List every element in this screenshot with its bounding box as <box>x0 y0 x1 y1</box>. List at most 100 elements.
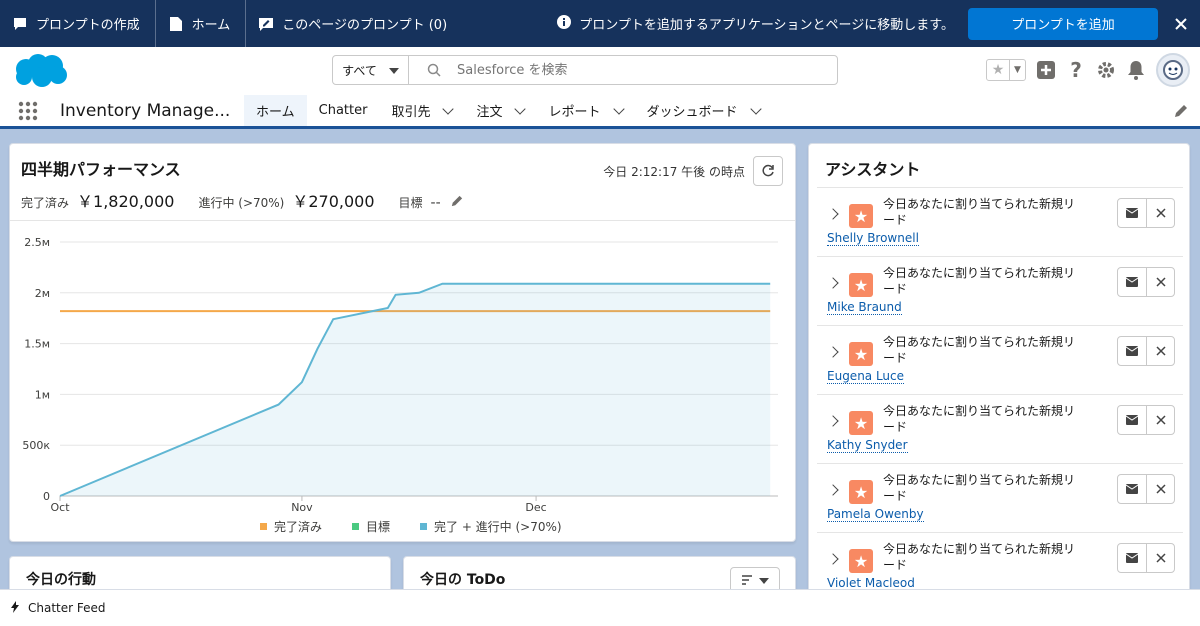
lead-item: ★ 今日あなたに割り当てられた新規リード Kathy Snyder <box>817 394 1183 462</box>
goal-value: -- <box>430 195 441 211</box>
y-tick-label: 1.5м <box>24 338 50 351</box>
lead-actions <box>1117 267 1175 297</box>
lead-description: 今日あなたに割り当てられた新規リード <box>883 542 1076 572</box>
email-icon[interactable] <box>1118 337 1146 365</box>
legend-label: 完了 + 進行中 (>70%) <box>434 519 562 534</box>
tab-orders[interactable]: 注文 <box>464 95 536 126</box>
help-icon[interactable]: ? <box>1070 58 1082 82</box>
email-icon[interactable] <box>1118 475 1146 503</box>
assistant-card: アシスタント ★ 今日あなたに割り当てられた新規リード Shelly Brownel… <box>808 143 1190 613</box>
performance-chart: 0 500к 1м 1.5м 2м 2.5м Oct Nov Dec 完了済み 目標 完了 + 進行中… <box>22 236 778 534</box>
tab-home[interactable]: ホーム <box>244 95 307 129</box>
star-icon[interactable]: ★ <box>991 62 1005 78</box>
edit-goal-pencil-icon[interactable] <box>451 195 463 210</box>
performance-stats: 完了済み ￥1,820,000 進行中 (>70%) ￥270,000 目標 -… <box>21 188 463 212</box>
lead-name-link[interactable]: Mike Braund <box>827 300 902 315</box>
email-icon[interactable] <box>1118 268 1146 296</box>
chevron-down-icon[interactable] <box>612 102 625 115</box>
lead-item: ★ 今日あなたに割り当てられた新規リード Pamela Owenby <box>817 463 1183 531</box>
legend-label: 目標 <box>366 520 390 534</box>
open-value: ￥270,000 <box>292 192 375 211</box>
y-tick-label: 1м <box>35 388 50 401</box>
utility-bar: Chatter Feed <box>0 589 1200 626</box>
legend-swatch <box>352 523 359 530</box>
caret-down-icon <box>759 576 769 587</box>
tab-dashboards[interactable]: ダッシュボード <box>635 95 772 126</box>
search-scope-dropdown[interactable]: すべて <box>333 56 409 84</box>
add-prompt-button[interactable]: プロンプトを追加 <box>968 7 1158 40</box>
dismiss-icon[interactable] <box>1146 268 1174 296</box>
page-prompts-button[interactable]: このページのプロンプト (0) <box>246 0 462 47</box>
lead-name-link[interactable]: Kathy Snyder <box>827 438 908 453</box>
search-icon <box>427 63 441 81</box>
salesforce-logo-icon[interactable] <box>12 53 68 89</box>
lead-name-link[interactable]: Pamela Owenby <box>827 507 924 522</box>
dismiss-icon[interactable] <box>1146 544 1174 572</box>
lead-actions <box>1117 543 1175 573</box>
favorites-menu-icon[interactable]: ▼ <box>1009 60 1025 80</box>
tab-chatter[interactable]: Chatter <box>307 95 380 126</box>
dismiss-icon[interactable] <box>1146 199 1174 227</box>
goal-label: 目標 <box>398 196 423 210</box>
legend-swatch <box>420 523 427 530</box>
favorites-control[interactable]: ★ ▼ <box>986 59 1026 81</box>
chatter-feed-button[interactable]: Chatter Feed <box>28 601 106 615</box>
refresh-button[interactable] <box>753 156 783 186</box>
lead-name-link[interactable]: Eugena Luce <box>827 369 905 384</box>
edit-nav-pencil-icon[interactable] <box>1174 95 1188 126</box>
create-prompt-button[interactable]: プロンプトの作成 <box>0 0 156 47</box>
lead-icon: ★ <box>849 411 873 435</box>
lead-name-link[interactable]: Shelly Brownell <box>827 231 919 246</box>
search-scope-label: すべて <box>342 63 377 78</box>
chevron-right-icon[interactable] <box>827 484 839 496</box>
series-line <box>59 282 771 497</box>
x-tick-label: Nov <box>291 501 313 514</box>
chevron-right-icon[interactable] <box>827 346 839 358</box>
dismiss-icon[interactable] <box>1146 337 1174 365</box>
tab-reports-label: レポート <box>548 105 601 120</box>
tab-accounts[interactable]: 取引先 <box>379 95 464 126</box>
close-icon[interactable] <box>1168 11 1194 37</box>
lead-item: ★ 今日あなたに割り当てられた新規リード Violet Macleod <box>817 532 1183 600</box>
global-actions-icon[interactable] <box>1036 60 1056 80</box>
chevron-down-icon[interactable] <box>514 102 527 115</box>
card-title: アシスタント <box>825 160 921 179</box>
chevron-down-icon[interactable] <box>749 102 762 115</box>
lead-icon: ★ <box>849 549 873 573</box>
email-icon[interactable] <box>1118 544 1146 572</box>
home-prompt-button[interactable]: ホーム <box>156 0 247 47</box>
chevron-right-icon[interactable] <box>827 277 839 289</box>
tab-chatter-label: Chatter <box>318 103 368 118</box>
gear-icon[interactable] <box>1096 60 1116 80</box>
dismiss-icon[interactable] <box>1146 406 1174 434</box>
lead-actions <box>1117 198 1175 228</box>
chevron-right-icon[interactable] <box>827 415 839 427</box>
lead-description: 今日あなたに割り当てられた新規リード <box>883 473 1076 503</box>
search-input[interactable] <box>409 56 837 84</box>
user-avatar[interactable] <box>1156 53 1190 87</box>
lead-icon: ★ <box>849 273 873 297</box>
email-icon[interactable] <box>1118 406 1146 434</box>
notifications-bell-icon[interactable] <box>1126 60 1146 80</box>
lead-description: 今日あなたに割り当てられた新規リード <box>883 197 1076 227</box>
lead-item: ★ 今日あなたに割り当てられた新規リード Mike Braund <box>817 256 1183 324</box>
chevron-right-icon[interactable] <box>827 553 839 565</box>
caret-down-icon <box>388 63 399 77</box>
card-title: 今日の ToDo <box>420 572 506 588</box>
divider <box>10 220 795 221</box>
lightning-bolt-icon <box>10 600 20 616</box>
lead-description: 今日あなたに割り当てられた新規リード <box>883 266 1076 296</box>
app-launcher-icon[interactable] <box>18 95 56 126</box>
chevron-down-icon[interactable] <box>442 102 455 115</box>
email-icon[interactable] <box>1118 199 1146 227</box>
tab-home-label: ホーム <box>256 105 295 120</box>
lead-actions <box>1117 405 1175 435</box>
tab-dashboards-label: ダッシュボード <box>646 105 738 120</box>
chevron-right-icon[interactable] <box>827 208 839 220</box>
lead-icon: ★ <box>849 480 873 504</box>
card-title: 四半期パフォーマンス <box>21 160 181 179</box>
dismiss-icon[interactable] <box>1146 475 1174 503</box>
create-prompt-label: プロンプトの作成 <box>36 18 140 33</box>
tab-reports[interactable]: レポート <box>536 95 634 126</box>
prompt-edit-icon <box>258 16 274 32</box>
